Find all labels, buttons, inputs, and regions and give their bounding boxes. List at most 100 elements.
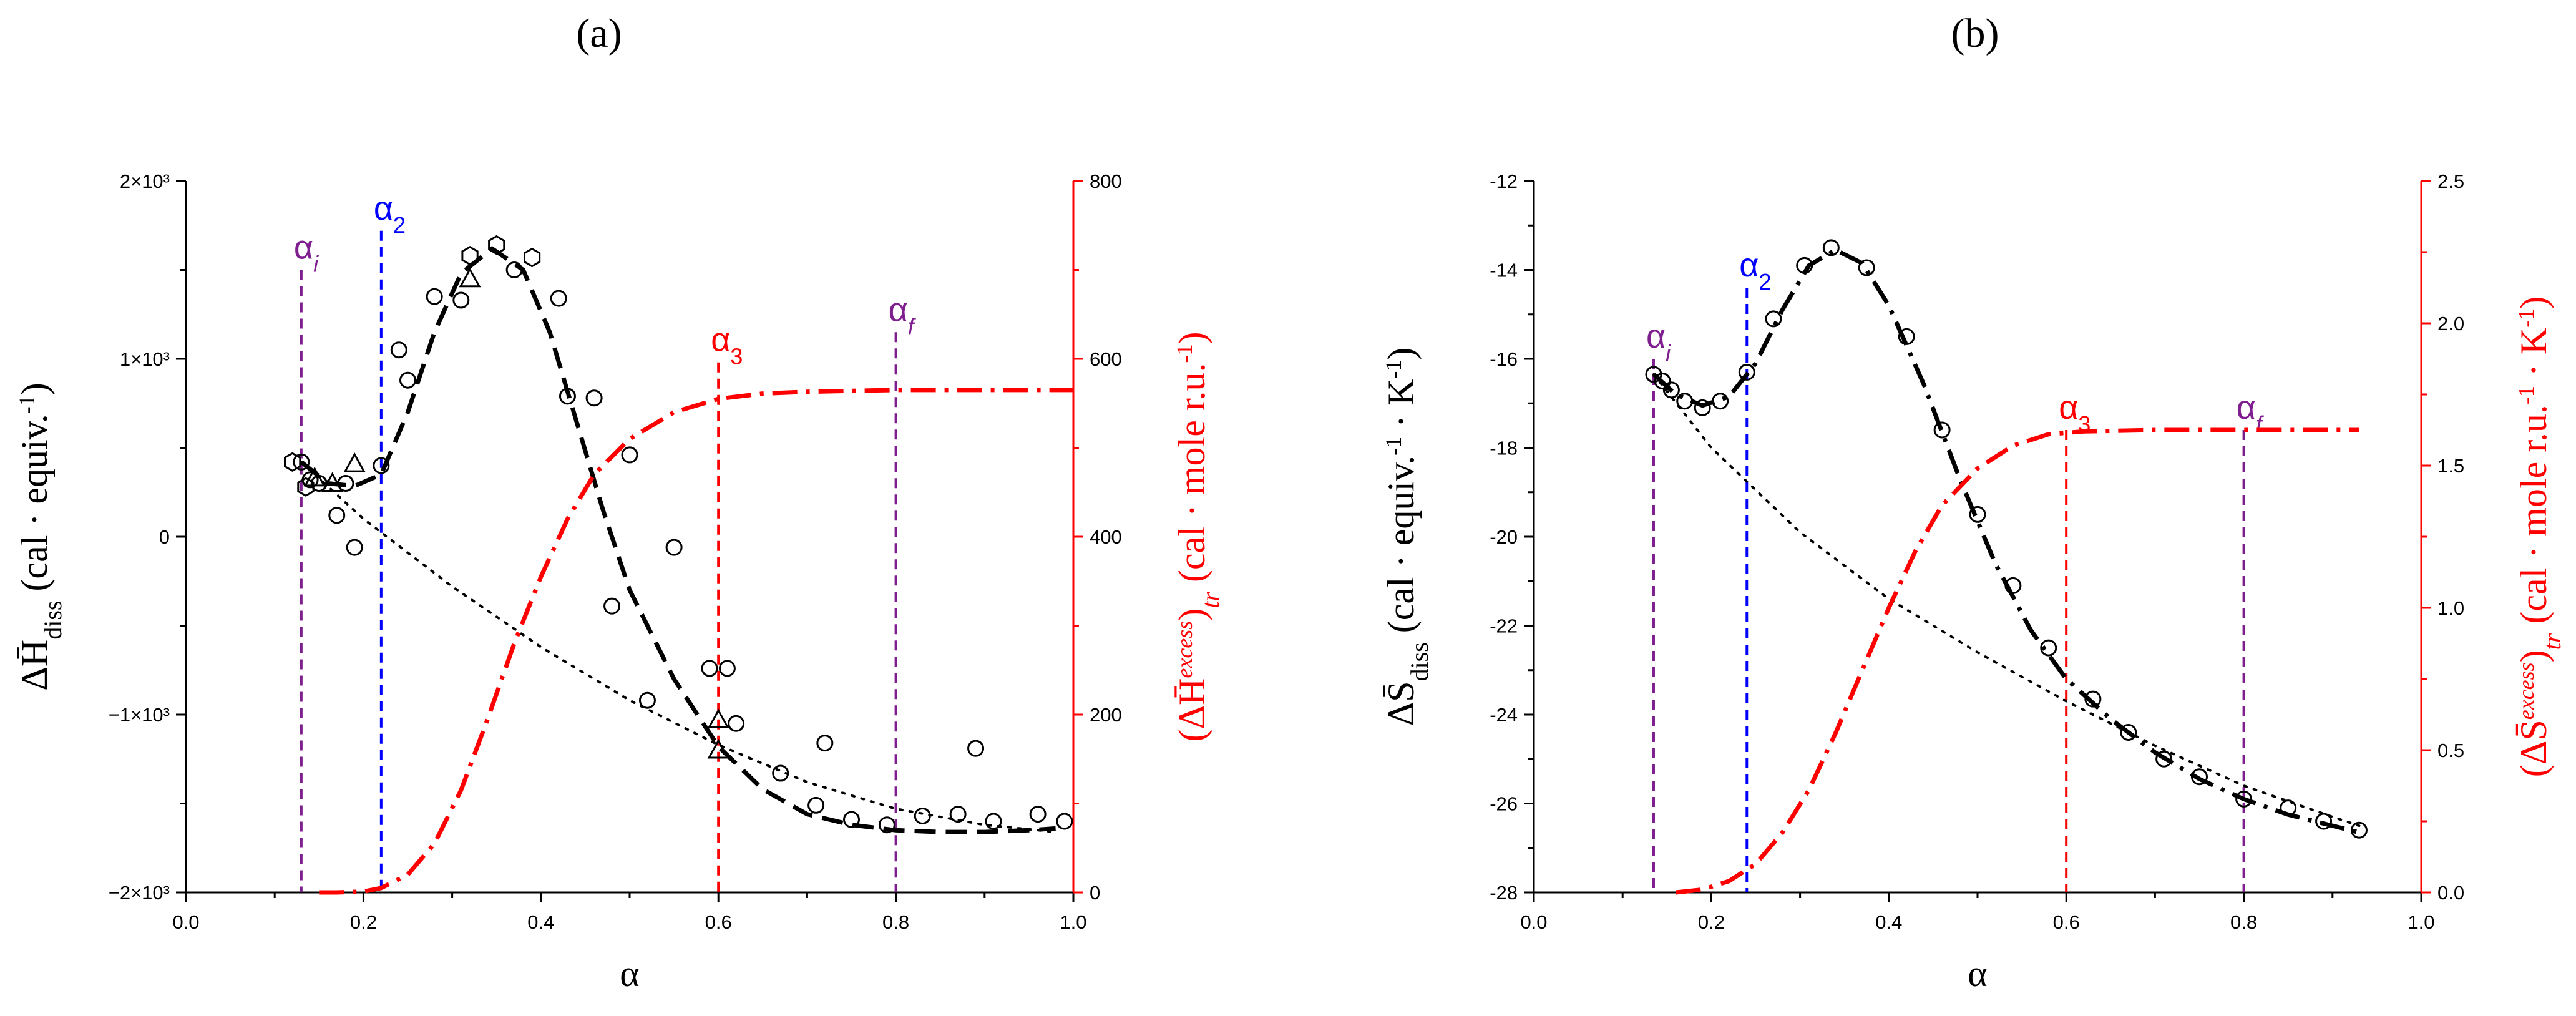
data-point-circle — [1738, 363, 1755, 381]
x-tick-label: 1.0 — [1060, 911, 1086, 933]
data-point-triangle — [343, 452, 366, 472]
alpha-symbol: α — [1646, 318, 1666, 355]
x-axis-title: α — [1968, 953, 1987, 994]
right-y-title-units: (cal · mole r.u. — [1171, 363, 1212, 592]
data-point-circle — [2155, 750, 2173, 768]
right-y-tick-label: 2.0 — [2437, 313, 2464, 335]
right-y-axis-title: (ΔH̄excess)tr (cal · mole r.u.-1) — [1171, 331, 1224, 741]
right-y-title-paren: ) — [1171, 608, 1212, 621]
series-fit_dashdot — [1652, 247, 2360, 835]
right-y-title-sup3: -1 — [2514, 309, 2539, 328]
series-baseline_dotted — [300, 461, 1057, 834]
left-y-title-units2: · K — [1380, 379, 1422, 437]
right-y-tick-label: 800 — [1090, 170, 1122, 192]
chart-a: 0.0 0.2 0.4 0.6 0.8 1.0 α −2×10³ −1×10³ 0 1×10³ 2×1… — [14, 170, 1224, 994]
alpha-symbol: α — [1739, 247, 1759, 284]
right-y-tick-label: 400 — [1090, 526, 1122, 548]
data-point-circle — [1654, 373, 1671, 390]
series-excess_dashdot — [1676, 427, 2359, 895]
data-point-circle — [452, 291, 470, 309]
data-point-triangle — [303, 466, 326, 487]
data-point-circle — [843, 811, 860, 828]
x-tick-label: 1.0 — [2408, 911, 2434, 933]
data-point-circle — [665, 539, 683, 556]
left-y-title-sup2: -1 — [1381, 360, 1406, 379]
data-point-circle — [967, 740, 985, 757]
data-point-circle — [718, 660, 736, 677]
data-point-circle — [1858, 259, 1875, 276]
right-y-title-sup: excess — [2514, 662, 2539, 720]
right-y-tick-label: 1.0 — [2437, 597, 2464, 619]
alpha-3-marker-label: α3 — [711, 321, 743, 369]
left-y-tick-label: −2×10³ — [109, 882, 170, 904]
data-point-circle — [914, 807, 931, 824]
data-point-circle — [1933, 421, 1951, 439]
alpha-2-marker-label: α2 — [374, 190, 406, 238]
alpha-symbol: α — [2059, 389, 2078, 426]
data-point-circle — [1029, 806, 1046, 823]
data-point-hexagon — [524, 247, 541, 268]
data-point-circle — [878, 816, 895, 834]
data-point-circle — [2315, 813, 2333, 830]
data-point-circle — [816, 735, 834, 752]
alpha-subscript: 2 — [1759, 269, 1771, 295]
data-point-circle — [2120, 724, 2137, 741]
left-y-tick-label: -14 — [1490, 260, 1518, 281]
alpha-subscript: f — [908, 313, 917, 339]
alpha-subscript: f — [2256, 411, 2265, 437]
data-point-circle — [1822, 239, 1840, 256]
data-point-circle — [328, 507, 346, 524]
data-point-circle — [949, 806, 967, 823]
data-point-circle — [1765, 310, 1782, 328]
x-tick-label: 0.0 — [1520, 911, 1547, 933]
data-point-hexagon — [297, 477, 315, 497]
right-y-tick-label: 2.5 — [2437, 170, 2464, 192]
right-y-title-sup: excess — [1172, 621, 1197, 678]
series-baseline_dotted — [1652, 373, 2361, 828]
data-point-triangle — [459, 267, 481, 288]
panel-a-label: (a) — [576, 11, 622, 56]
x-tick-label: 0.4 — [1875, 911, 1902, 933]
right-y-title-sub: tr — [1196, 592, 1224, 608]
x-tick-label: 0.6 — [2053, 911, 2080, 933]
left-y-tick-label: -20 — [1490, 526, 1518, 548]
data-point-circle — [1969, 506, 1986, 523]
data-point-circle — [2350, 821, 2368, 839]
x-tick-label: 0.2 — [350, 911, 377, 933]
x-axis-title: α — [620, 953, 639, 994]
right-y-tick-label: 0.0 — [2437, 882, 2464, 904]
data-point-circle — [638, 691, 656, 709]
data-point-triangle — [707, 708, 729, 728]
right-y-title-sup2: -1 — [2514, 386, 2539, 404]
series-excess_dashdot — [319, 388, 1073, 895]
data-point-circle — [293, 453, 310, 471]
data-point-circle — [1694, 399, 1711, 416]
x-tick-label: 0.0 — [172, 911, 199, 933]
alpha-subscript: i — [313, 251, 319, 276]
left-y-title-end: ) — [1380, 348, 1422, 360]
right-y-title-symbol: (ΔS̄ — [2513, 720, 2554, 777]
right-y-title-sup2: -1 — [1172, 344, 1197, 363]
data-point-circle — [585, 389, 603, 407]
right-y-tick-label: 200 — [1090, 704, 1122, 726]
right-y-tick-label: 600 — [1090, 348, 1122, 370]
left-y-title-symbol: ΔS̄ — [1380, 681, 1422, 726]
alpha-subscript: i — [1666, 340, 1671, 366]
left-y-title-sup: -1 — [14, 395, 39, 414]
data-point-circle — [807, 796, 825, 814]
left-y-title-sub: diss — [1405, 642, 1433, 681]
left-y-tick-label: -22 — [1490, 615, 1518, 637]
data-point-circle — [390, 341, 407, 359]
left-y-title-sub: diss — [39, 601, 67, 640]
alpha-i-marker-label: αi — [294, 229, 319, 277]
left-y-tick-label: -12 — [1490, 170, 1518, 192]
alpha-2-marker-label: α2 — [1739, 247, 1771, 295]
alpha-symbol: α — [374, 190, 393, 227]
data-point-hexagon — [284, 452, 301, 472]
right-y-title-units2: · K — [2513, 328, 2554, 386]
left-y-axis-title: ΔS̄diss (cal · equiv.-1 · K-1) — [1380, 348, 1433, 726]
right-y-tick-label: 0.5 — [2437, 740, 2464, 761]
alpha-i-marker-label: αi — [1646, 318, 1671, 366]
left-y-tick-label: -24 — [1490, 704, 1518, 726]
